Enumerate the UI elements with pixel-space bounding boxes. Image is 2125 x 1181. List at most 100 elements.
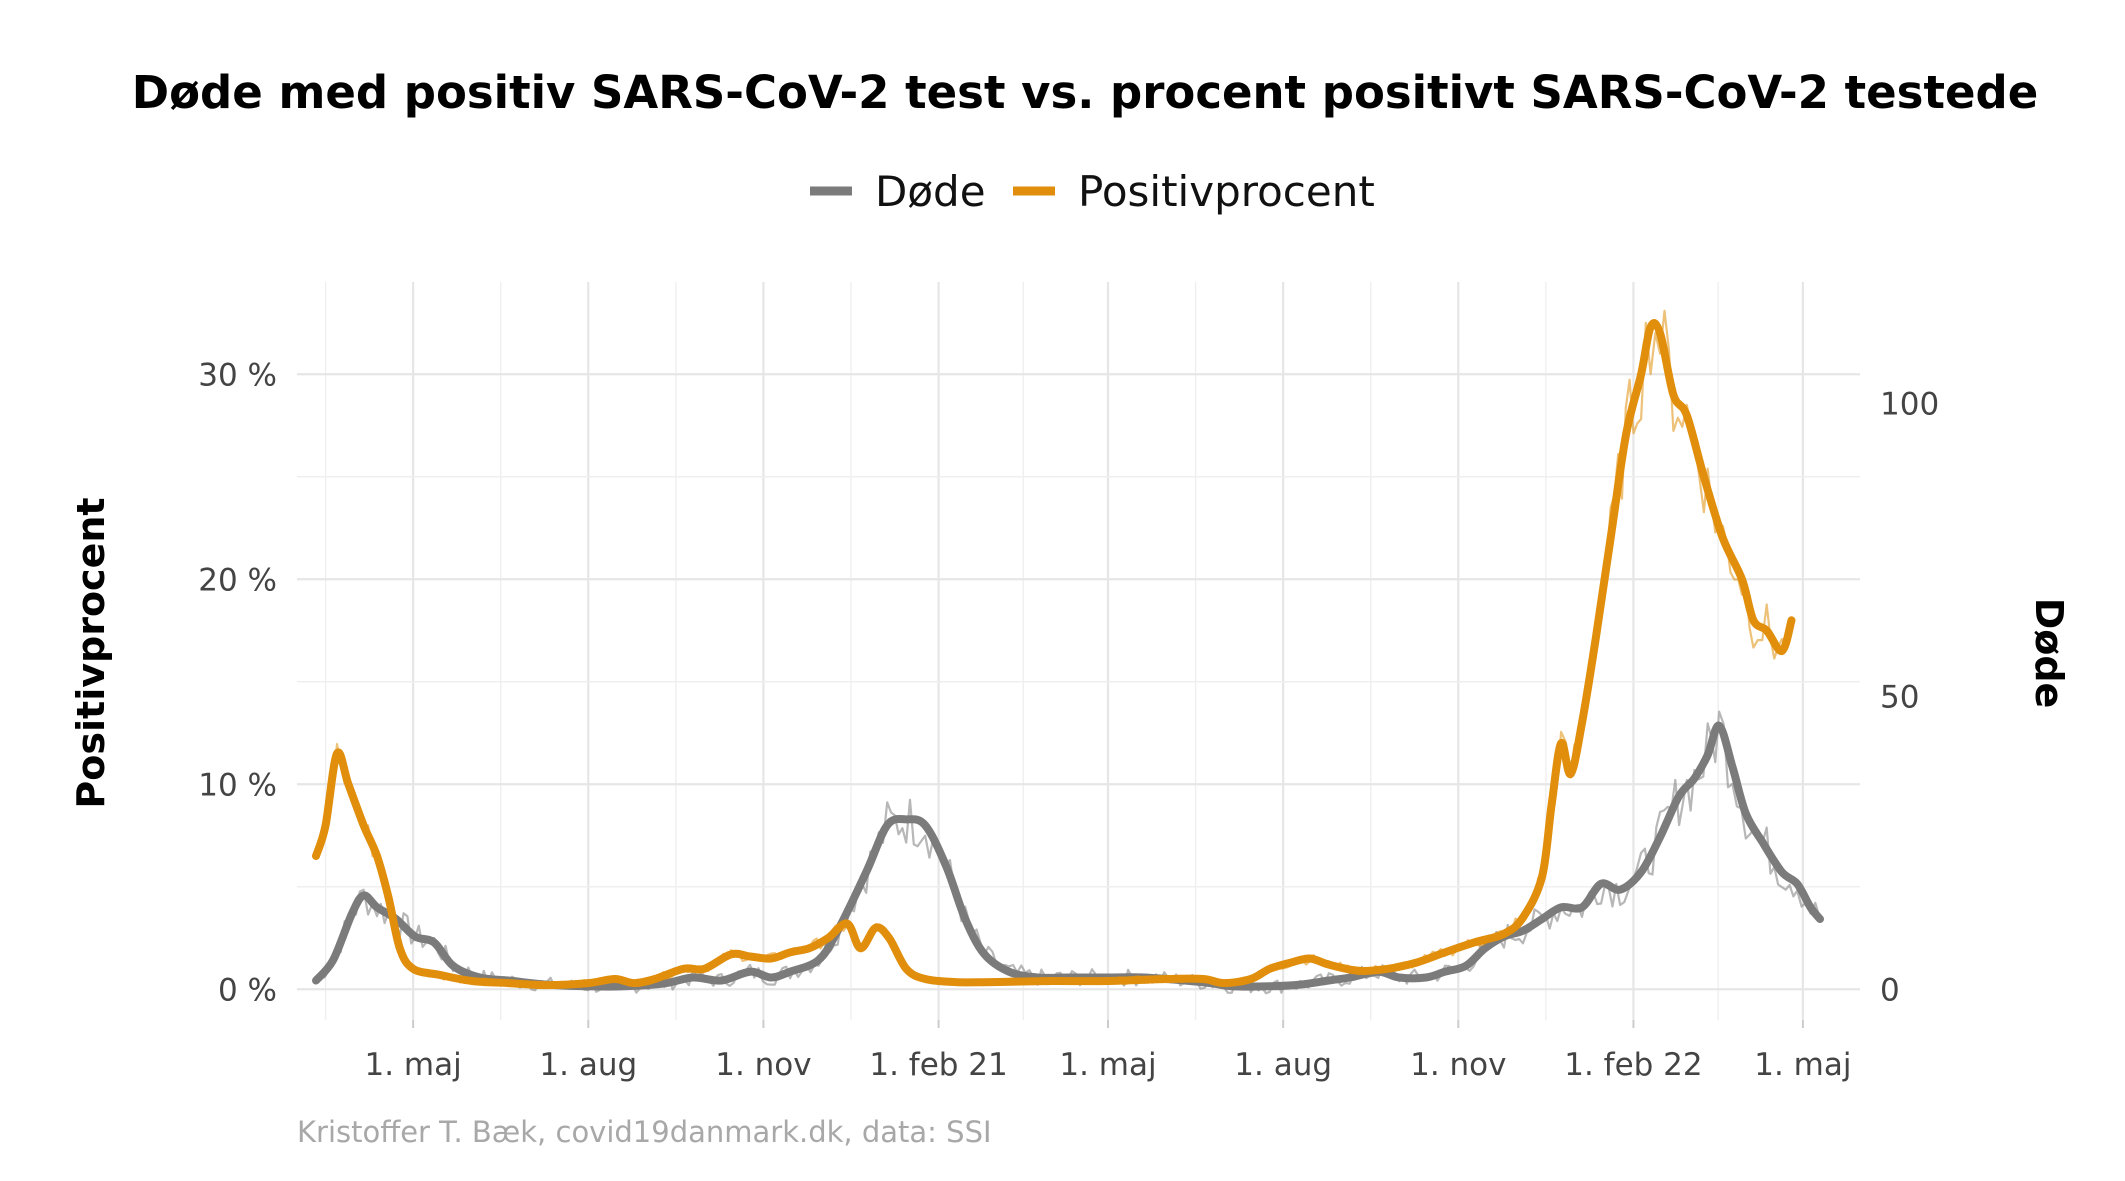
data-point	[1521, 916, 1525, 920]
data-point	[720, 979, 724, 983]
data-point	[398, 946, 402, 950]
data-point	[1730, 765, 1734, 769]
data-point	[807, 946, 811, 950]
data-point	[1443, 950, 1447, 954]
y2-tick-label: 100	[1880, 387, 1939, 423]
data-point	[769, 976, 773, 980]
data-point	[1765, 629, 1769, 633]
data-point	[386, 895, 390, 899]
data-point	[1671, 393, 1675, 397]
data-point	[1790, 618, 1794, 622]
data-point	[451, 964, 455, 968]
data-point	[1473, 940, 1477, 944]
data-point	[613, 977, 617, 981]
data-point	[1639, 372, 1643, 376]
data-point	[904, 967, 908, 971]
data-point	[506, 981, 510, 985]
series-dode	[312, 710, 1824, 995]
data-point	[1580, 905, 1584, 909]
data-point	[1540, 917, 1544, 921]
y2-tick-label: 0	[1880, 972, 1900, 1008]
data-point	[691, 976, 695, 980]
data-point	[1751, 618, 1755, 622]
x-tick-label: 1. maj	[1059, 1047, 1156, 1083]
data-point	[1677, 794, 1681, 798]
data-point	[1007, 970, 1011, 974]
data-point	[1744, 812, 1748, 816]
data-point	[1201, 977, 1205, 981]
data-point	[1483, 946, 1487, 950]
data-point	[1308, 957, 1312, 961]
data-point	[1809, 905, 1813, 909]
ticks: 0 % 10 % 20 % 30 % 0 50 100 1. maj 1. aug 1. nov 1…	[198, 357, 1939, 1083]
data-point	[1289, 961, 1293, 965]
data-point	[1717, 724, 1721, 728]
data-point	[1609, 536, 1613, 540]
x-tick-label: 1. aug	[539, 1047, 637, 1083]
data-point	[1559, 741, 1563, 745]
y-tick-label: 30 %	[198, 357, 277, 393]
data-point	[923, 823, 927, 827]
data-point	[1249, 977, 1253, 981]
x-tick-label: 1. feb 21	[869, 1047, 1007, 1083]
data-point	[1618, 888, 1622, 892]
series-line	[312, 319, 1796, 990]
y-axis-title: Positivprocent	[69, 497, 113, 808]
series-raw-line	[315, 710, 1822, 995]
data-point	[1649, 325, 1653, 329]
x-tick-label: 1. nov	[1410, 1047, 1506, 1083]
data-point	[826, 936, 830, 940]
data-point	[362, 823, 366, 827]
data-point	[470, 979, 474, 983]
y-tick-label: 0 %	[218, 972, 277, 1008]
data-point	[788, 970, 792, 974]
x-tick-label: 1. maj	[365, 1047, 462, 1083]
data-point	[544, 983, 548, 987]
data-point	[1502, 932, 1506, 936]
data-point	[1692, 776, 1696, 780]
data-point	[1521, 929, 1525, 933]
plot-area: 0 % 10 % 20 % 30 % 0 50 100 1. maj 1. aug 1. nov 1…	[198, 282, 1939, 1083]
data-point	[432, 940, 436, 944]
data-point	[1298, 983, 1302, 987]
data-point	[845, 922, 849, 926]
data-point	[653, 977, 657, 981]
data-point	[1357, 969, 1361, 973]
data-point	[859, 946, 863, 950]
data-point	[1397, 976, 1401, 980]
data-point	[769, 957, 773, 961]
legend-label-positiv: Positivprocent	[1078, 167, 1375, 216]
data-point	[1540, 875, 1544, 879]
data-point	[1165, 977, 1169, 981]
data-point	[346, 782, 350, 786]
data-point	[1443, 970, 1447, 974]
data-point	[748, 955, 752, 959]
data-point	[1624, 434, 1628, 438]
legend-label-dode: Døde	[875, 167, 986, 216]
data-point	[1706, 753, 1710, 757]
data-point	[904, 817, 908, 821]
data-point	[375, 905, 379, 909]
y2-tick-label: 50	[1880, 679, 1919, 715]
data-point	[1639, 870, 1643, 874]
y2-axis-title: Døde	[2027, 598, 2071, 709]
data-point	[923, 977, 927, 981]
series-line	[312, 721, 1824, 991]
data-point	[1348, 976, 1352, 980]
data-point	[982, 952, 986, 956]
data-point	[1658, 331, 1662, 335]
data-point	[411, 967, 415, 971]
data-point	[662, 981, 666, 985]
data-point	[438, 973, 442, 977]
data-point	[1740, 577, 1744, 581]
data-point	[1268, 984, 1272, 988]
data-point	[632, 981, 636, 985]
data-point	[1780, 870, 1784, 874]
data-point	[788, 950, 792, 954]
data-point	[1569, 772, 1573, 776]
data-point	[1327, 963, 1331, 967]
data-point	[1222, 981, 1226, 985]
data-point	[314, 854, 318, 858]
data-point	[350, 911, 354, 915]
